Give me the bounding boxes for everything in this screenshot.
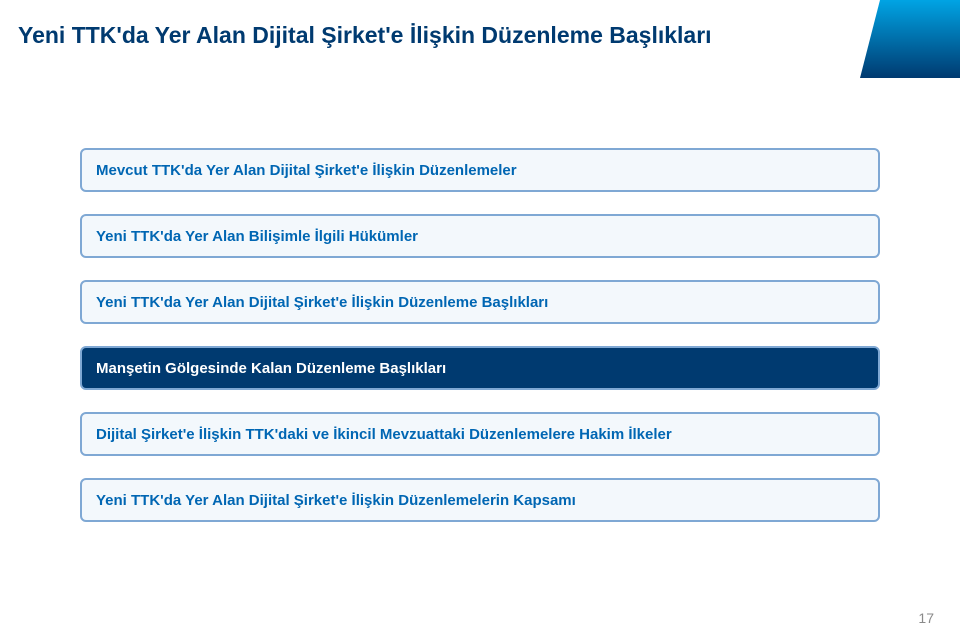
agenda-item-label: Dijital Şirket'e İlişkin TTK'daki ve İki…: [96, 426, 672, 443]
agenda-item-label: Yeni TTK'da Yer Alan Bilişimle İlgili Hü…: [96, 228, 418, 245]
agenda-item: Yeni TTK'da Yer Alan Bilişimle İlgili Hü…: [80, 214, 880, 258]
agenda-item: Yeni TTK'da Yer Alan Dijital Şirket'e İl…: [80, 478, 880, 522]
agenda-item: Dijital Şirket'e İlişkin TTK'daki ve İki…: [80, 412, 880, 456]
agenda-list: Mevcut TTK'da Yer Alan Dijital Şirket'e …: [80, 148, 880, 544]
corner-accent: [840, 0, 960, 78]
slide-title: Yeni TTK'da Yer Alan Dijital Şirket'e İl…: [18, 22, 712, 49]
agenda-item-active: Manşetin Gölgesinde Kalan Düzenleme Başl…: [80, 346, 880, 390]
page-number: 17: [918, 610, 934, 626]
agenda-item-label: Mevcut TTK'da Yer Alan Dijital Şirket'e …: [96, 162, 517, 179]
agenda-item-label: Yeni TTK'da Yer Alan Dijital Şirket'e İl…: [96, 492, 576, 509]
agenda-item-label: Manşetin Gölgesinde Kalan Düzenleme Başl…: [96, 360, 446, 377]
title-bar: Yeni TTK'da Yer Alan Dijital Şirket'e İl…: [0, 0, 960, 78]
agenda-item-label: Yeni TTK'da Yer Alan Dijital Şirket'e İl…: [96, 294, 548, 311]
agenda-item: Mevcut TTK'da Yer Alan Dijital Şirket'e …: [80, 148, 880, 192]
agenda-item: Yeni TTK'da Yer Alan Dijital Şirket'e İl…: [80, 280, 880, 324]
